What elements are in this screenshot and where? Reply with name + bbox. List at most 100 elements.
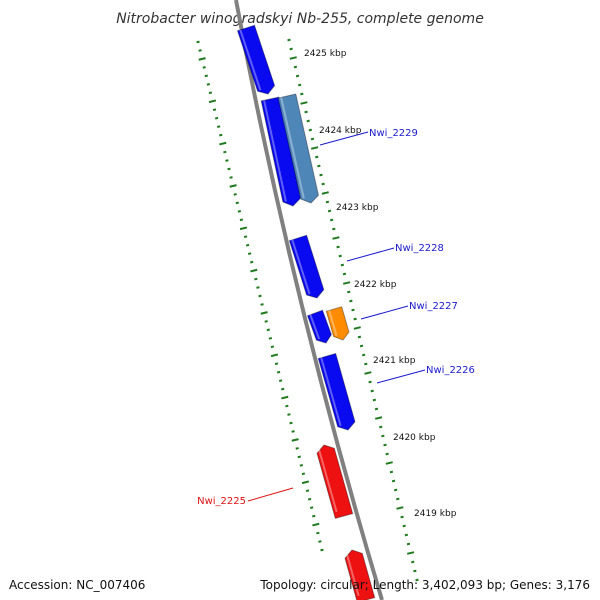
accession-text: Accession: NC_007406 — [9, 578, 146, 592]
inner-ring-tick — [237, 210, 242, 213]
inner-ring-tick — [258, 294, 262, 298]
outer-ring-tick — [402, 524, 406, 528]
gene-label-nwi-2225[interactable]: Nwi_2225 — [197, 496, 246, 507]
inner-ring-tick — [309, 506, 314, 509]
outer-ring-tick — [342, 272, 347, 276]
gene-arrow-nwi-2226-highlight — [320, 357, 342, 427]
gene-arrow-5[interactable] — [306, 309, 332, 344]
inner-ring-tick — [250, 260, 254, 264]
inner-ring-tick — [206, 83, 211, 86]
outer-ring-tick — [372, 398, 377, 402]
outer-ring-tick — [353, 326, 361, 330]
tick-label-2421: 2421 kbp — [373, 356, 416, 366]
tick-label-2420: 2420 kbp — [393, 433, 436, 443]
gene-arrow-nwi-2226[interactable] — [317, 352, 356, 431]
inner-ring-tick — [285, 404, 289, 408]
gene-label-nwi-2227[interactable]: Nwi_2227 — [409, 301, 458, 312]
inner-ring-tick — [316, 531, 320, 535]
inner-ring-tick — [291, 430, 295, 433]
inner-ring-tick — [250, 268, 258, 273]
inner-ring-tick — [260, 311, 268, 315]
gene-label-nwi-2226[interactable]: Nwi_2226 — [426, 365, 475, 376]
tick-label-2419: 2419 kbp — [414, 509, 457, 519]
tick-label-2423: 2423 kbp — [336, 203, 379, 213]
outer-ring-tick — [383, 443, 387, 447]
outer-ring-tick — [349, 299, 353, 303]
inner-ring-tick — [297, 455, 301, 459]
outer-ring-tick — [332, 227, 336, 231]
inner-ring-tick — [260, 303, 264, 306]
tick-label-2424: 2424 kbp — [319, 126, 362, 136]
outer-ring-tick — [364, 362, 368, 366]
outer-ring-tick — [374, 416, 383, 420]
gene-arrow-nwi-2228-highlight — [291, 239, 311, 295]
inner-ring-tick — [274, 362, 279, 366]
outer-ring-tick — [364, 371, 372, 375]
outer-ring-tick — [310, 137, 315, 141]
inner-ring-tick — [202, 66, 206, 69]
outer-ring-tick — [385, 452, 389, 456]
inner-ring-tick — [196, 40, 200, 44]
gene-label-nwi-2228[interactable]: Nwi_2228 — [395, 243, 444, 254]
inner-ring-tick — [281, 387, 285, 391]
gene-features — [236, 24, 376, 600]
outer-ring-tick — [361, 353, 366, 357]
gene-arrow-nwi-2225-highlight — [317, 446, 338, 513]
outer-ring-tick — [359, 344, 364, 348]
inner-ring-tick — [235, 201, 239, 205]
inner-ring-tick — [245, 243, 250, 247]
tick-label-2422: 2422 kbp — [354, 280, 397, 290]
inner-ring-tick — [312, 522, 320, 527]
inner-ring-tick — [287, 413, 291, 416]
outer-ring-tick — [321, 182, 325, 186]
outer-ring-tick — [300, 101, 308, 105]
outer-ring-tick — [306, 119, 310, 123]
outer-ring-tick — [287, 38, 291, 42]
outer-ring-tick — [325, 200, 330, 204]
outer-ring-tick — [304, 110, 308, 114]
inner-ring-tick — [208, 91, 213, 95]
outer-ring-tick — [329, 218, 334, 222]
outer-ring-tick — [340, 263, 345, 267]
inner-ring-tick — [320, 548, 324, 552]
tick-label-2425: 2425 kbp — [304, 49, 347, 59]
inner-ring-tick — [229, 176, 233, 179]
outer-ring-tick — [404, 533, 409, 537]
outer-ring-tick — [319, 173, 323, 177]
inner-ring-tick — [270, 353, 279, 358]
outer-ring-tick — [415, 578, 419, 582]
inner-ring-tick — [256, 286, 260, 289]
inner-ring-tick — [208, 99, 217, 104]
outer-ring-tick — [400, 515, 404, 519]
gene-arrow-1[interactable] — [236, 24, 276, 95]
outer-ring-tick — [308, 128, 313, 132]
outer-ring-tick — [336, 245, 340, 249]
inner-ring-tick — [247, 252, 252, 255]
gene-arrow-nwi-2228[interactable] — [288, 234, 325, 299]
outer-ring-tick — [338, 254, 342, 258]
outer-ring-tick — [411, 560, 415, 564]
gene-label-nwi-2229[interactable]: Nwi_2229 — [369, 128, 418, 139]
tick-ring-outer — [287, 38, 419, 582]
gene-arrow-nwi-2229[interactable] — [277, 93, 320, 204]
gene-arrow-nwi-2225[interactable] — [316, 444, 354, 520]
outer-ring-tick — [289, 56, 297, 60]
outer-ring-tick — [353, 317, 357, 321]
gene-arrow-nwi-2227[interactable] — [325, 306, 350, 341]
gene-arrow-2[interactable] — [260, 96, 302, 207]
inner-ring-tick — [223, 150, 227, 154]
outer-ring-tick — [351, 308, 355, 312]
outer-ring-tick — [385, 461, 393, 465]
outer-ring-tick — [391, 479, 396, 483]
inner-ring-tick — [216, 125, 221, 128]
inner-ring-tick — [227, 167, 231, 171]
inner-ring-tick — [243, 235, 248, 239]
outer-ring-tick — [357, 335, 362, 339]
genome-summary-text: Topology: circular; Length: 3,402,093 bp… — [260, 578, 590, 592]
outer-ring-tick — [332, 236, 340, 240]
gene-arrow-9[interactable] — [344, 549, 376, 600]
inner-ring-tick — [219, 133, 223, 137]
outer-ring-tick — [374, 407, 379, 411]
inner-ring-tick — [291, 438, 299, 442]
